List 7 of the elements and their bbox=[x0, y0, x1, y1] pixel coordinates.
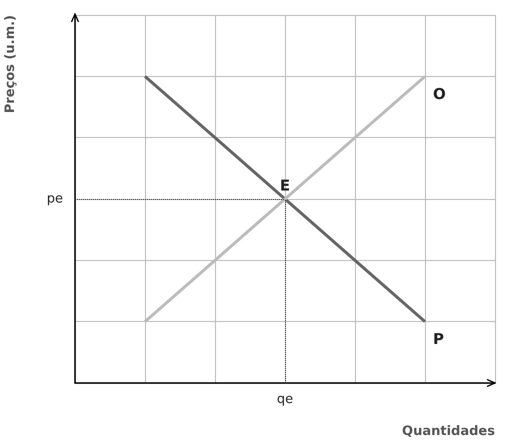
y-axis-title: Preços (u.m.) bbox=[3, 15, 18, 114]
text: qe bbox=[276, 392, 294, 407]
annotation: E bbox=[280, 176, 290, 194]
ref-line-label: pe bbox=[46, 192, 63, 206]
series-label: P bbox=[433, 330, 444, 348]
x-axis-title: Quantidades bbox=[402, 424, 496, 439]
series-label: O bbox=[433, 84, 446, 103]
